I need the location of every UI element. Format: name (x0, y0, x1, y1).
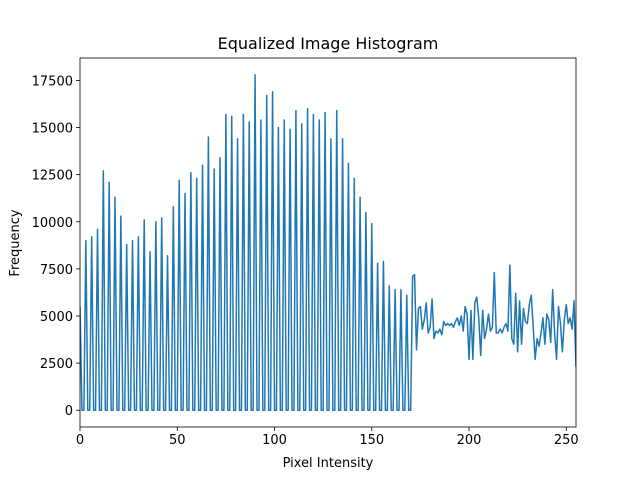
x-tick-label: 250 (554, 433, 579, 448)
y-tick-label: 12500 (32, 169, 73, 184)
y-tick-label: 17500 (32, 74, 73, 89)
y-tick-label: 2500 (40, 357, 73, 372)
plot-frame (79, 57, 577, 428)
y-tick-label: 0 (65, 404, 73, 419)
x-tick-label: 200 (457, 433, 482, 448)
y-axis-label: Frequency (8, 209, 23, 276)
data-line (80, 74, 576, 411)
x-tick-label: 50 (169, 433, 186, 448)
chart-title: Equalized Image Histogram (218, 34, 439, 53)
x-tick-label: 150 (359, 433, 384, 448)
x-tick-label: 0 (76, 433, 84, 448)
y-tick-label: 10000 (32, 216, 73, 231)
x-axis-label: Pixel Intensity (283, 456, 374, 471)
y-tick-label: 7500 (40, 263, 73, 278)
y-tick-label: 5000 (40, 310, 73, 325)
x-tick-label: 100 (262, 433, 287, 448)
y-tick-label: 15000 (32, 122, 73, 137)
